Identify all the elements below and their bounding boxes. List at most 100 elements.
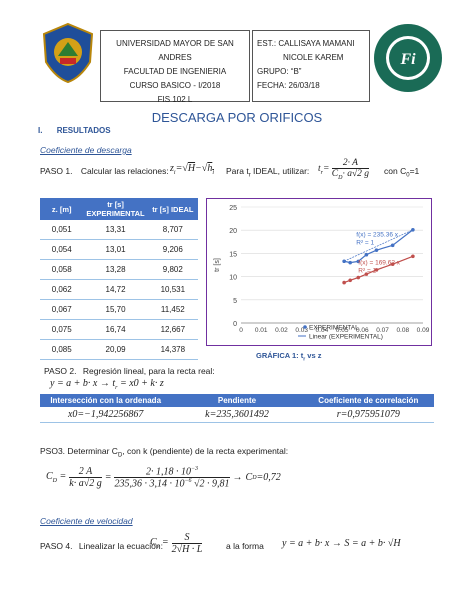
paso4-line: PASO 4. Linealizar la ecuación:	[40, 541, 163, 551]
x-tick-label: 0.06	[356, 327, 369, 334]
trend-line	[343, 229, 414, 262]
section-heading: I. RESULTADOS	[38, 126, 111, 135]
data-point	[411, 227, 415, 232]
paso1-tail: con C0=1	[384, 166, 420, 179]
cell: 13,01	[83, 239, 148, 260]
y-axis-label: tr [s]	[214, 258, 221, 272]
cell: 0,058	[40, 259, 84, 280]
reg-value-corr: r=0,975951079	[336, 409, 400, 420]
cell: 11,452	[147, 299, 198, 320]
x-tick-label: 0.08	[396, 327, 409, 334]
section-number: I.	[38, 126, 43, 135]
formula-linear: y = a + b· x → S = a + b· √H	[282, 538, 401, 549]
header-logo-umsa	[40, 22, 96, 84]
paso1-tail-text2: =1	[409, 166, 420, 176]
caption-text: GRÁFICA 1: t	[256, 351, 304, 360]
legend-label-1: EXPERIMENTAL	[309, 325, 359, 332]
page-title: DESCARGA POR ORIFICOS	[151, 110, 323, 125]
student-line-1: EST.: CALLISAYA MAMANI	[257, 39, 355, 48]
reg-header-slope: Pendiente	[171, 394, 303, 407]
header-line-4: FIS 102 L	[157, 95, 193, 104]
col-tr-ideal: tr [s] IDEAL	[147, 198, 198, 220]
chart-frame: 0 5 10 15 20 25 0 0.01 0.02 0.03 0.04 0.05 0.06 0.07 0…	[206, 198, 432, 346]
x-tick-label: 0.01	[255, 327, 268, 334]
cell: 15,70	[83, 299, 148, 320]
cell: 0,067	[40, 299, 84, 320]
trend-line	[344, 255, 414, 283]
cell: 9,206	[147, 239, 198, 260]
paso3-text2: , con k (pendiente) de la recta experime…	[122, 446, 289, 456]
cell: 14,72	[83, 279, 148, 300]
paso2-text: Regresión lineal, para la recta real:	[82, 366, 215, 376]
x-tick-label: 0.07	[376, 327, 389, 334]
student-line-2: NICOLE KAREM	[283, 53, 344, 62]
paso1-label: PASO 1.	[40, 166, 73, 176]
legend-marker-1	[303, 325, 307, 329]
paso1-ideal-text: Para t	[226, 166, 249, 176]
header-student-box: EST.: CALLISAYA MAMANI NICOLE KAREM GRUP…	[252, 30, 370, 102]
cell: 0,085	[40, 339, 84, 360]
paso2-line: PASO 2. Regresión lineal, para la recta …	[44, 366, 215, 376]
x-tick-label: 0.02	[275, 327, 288, 334]
x-tick-label: 0.05	[336, 327, 349, 334]
y-tick-label: 20	[229, 228, 237, 235]
y-tick-label: 25	[229, 205, 237, 212]
paso1-text: Calcular las relaciones:	[80, 166, 169, 176]
reg-header-intersect: Intersección con la ordenada	[40, 394, 172, 407]
student-line-3: GRUPO: “B”	[257, 67, 302, 76]
chart-svg: 0 5 10 15 20 25 0 0.01 0.02 0.03 0.04 0.05 0.06 0.07 0…	[214, 205, 430, 341]
paso4-text: Linealizar la ecuación:	[78, 541, 163, 551]
paso1-ideal: Para tr IDEAL, utilizar:	[226, 166, 310, 179]
col-tr-exp: tr [s] EXPERIMENTAL	[83, 198, 148, 220]
r2-label-1: R² = 1	[356, 240, 374, 247]
cell: 20,09	[83, 339, 148, 360]
cell: 13,31	[83, 220, 148, 240]
caption-text2: vs z	[305, 351, 322, 360]
reg-value-slope: k=235,3601492	[205, 409, 269, 420]
cell: 10,531	[147, 279, 198, 300]
data-point	[374, 248, 379, 252]
table-row: 0,075 16,74 12,667	[40, 319, 198, 340]
col-z: z. [m]	[40, 198, 84, 220]
table-row: 0,058 13,28 9,802	[40, 259, 198, 280]
cell: 0,075	[40, 319, 84, 340]
cell: 0,051	[40, 220, 84, 240]
data-table-header-row: z. [m] tr [s] EXPERIMENTAL tr [s] IDEAL	[40, 198, 198, 220]
paso1-ideal-text2: IDEAL, utilizar:	[250, 166, 310, 176]
fit-label-1: f(x) = 235.36 x	[356, 232, 398, 239]
paso4-tail: a la forma	[226, 541, 264, 551]
formula-cv: Cv = S 2√H · L	[150, 532, 203, 555]
chart-caption: GRÁFICA 1: tr vs z	[256, 351, 322, 363]
data-point	[348, 260, 352, 265]
fit-label-2: f(x) = 169.62 x	[358, 260, 400, 267]
table-row: 0,067 15,70 11,452	[40, 299, 198, 320]
section-label: RESULTADOS	[56, 126, 111, 135]
header-logo-faculty: Fi	[372, 22, 444, 94]
data-point	[390, 262, 395, 267]
data-point	[356, 259, 361, 264]
data-point	[374, 268, 379, 272]
header-line-1: UNIVERSIDAD MAYOR DE SAN ANDRES	[116, 39, 234, 62]
data-point	[364, 252, 369, 257]
subtitle-descarga: Coeficiente de descarga	[40, 145, 132, 155]
x-tick-label: 0.04	[316, 327, 329, 334]
y-tick-label: 15	[229, 251, 237, 258]
formula-zi: zi=√H−√hi	[170, 163, 214, 176]
table-row: 0,062 14,72 10,531	[40, 279, 198, 300]
y-tick-label: 5	[233, 298, 237, 305]
formula-cd: CD = 2 A k· a√2 g = 2· 1,18 · 10−3 235,3…	[46, 466, 281, 490]
cell: 12,667	[147, 319, 198, 340]
x-tick-label: 0	[239, 327, 243, 334]
header-line-3: CURSO BASICO - I/2018	[129, 81, 221, 90]
subtitle-velocidad: Coeficiente de velocidad	[40, 516, 133, 526]
data-point	[342, 259, 346, 264]
data-point	[364, 272, 369, 276]
data-point	[390, 243, 395, 248]
x-tick-label: 0.03	[295, 327, 308, 334]
paso3-text: PSO3. Determinar C	[40, 446, 118, 456]
r2-label-2: R² = 1	[358, 267, 376, 274]
y-tick-label: 0	[233, 321, 237, 328]
formula-tr-ideal: tr= 2· A CD· a√2 g	[318, 158, 370, 181]
paso1-tail-text: con C	[384, 166, 407, 176]
formula-regression: y = a + b· x → tr = x0 + k· z	[50, 378, 164, 391]
